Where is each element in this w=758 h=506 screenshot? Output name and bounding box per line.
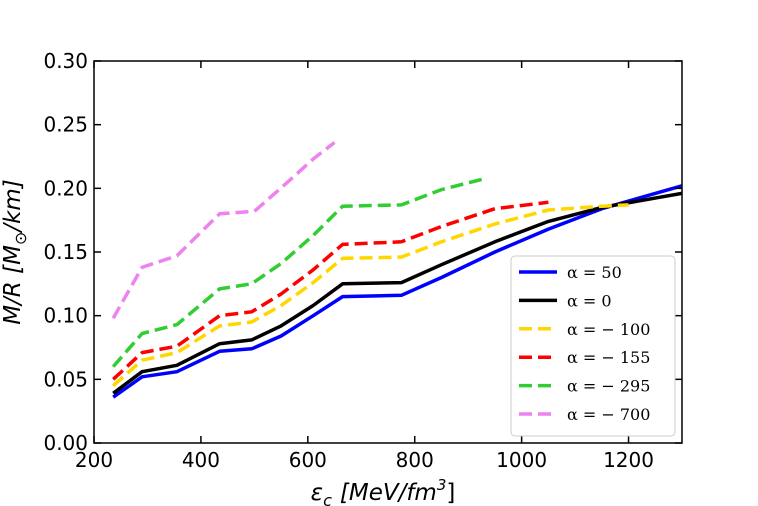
series-line [111, 176, 488, 368]
y-axis-title-sub: ⊙ [11, 232, 30, 245]
x-axis-title-unit: [MeV/fm [340, 480, 437, 506]
x-tick-label: 200 [75, 448, 113, 472]
y-axis: 0.00 0.05 0.10 0.15 0.20 0.25 0.30 [43, 49, 682, 455]
x-tick-label: 400 [182, 448, 220, 472]
legend-label: α = − 295 [567, 377, 650, 396]
legend-label: α = − 155 [567, 348, 650, 367]
y-tick-label: 0.00 [43, 431, 88, 455]
y-axis-title: M/R [M⊙/km] [0, 179, 30, 325]
x-tick-label: 1000 [496, 448, 547, 472]
legend-label: α = − 100 [567, 320, 650, 339]
y-tick-label: 0.30 [43, 49, 88, 73]
x-axis-title-close: ] [446, 480, 455, 506]
series-line [112, 191, 682, 395]
y-tick-label: 0.15 [43, 240, 88, 264]
series-line [112, 184, 682, 399]
x-axis-title-sub: c [323, 491, 332, 506]
y-axis-title-main: M/R [M [0, 245, 26, 325]
y-tick-label: 0.05 [43, 367, 88, 391]
legend-label: α = − 700 [567, 405, 650, 424]
x-axis-title-main: ε [311, 480, 323, 506]
y-axis-title-close: /km] [0, 179, 26, 233]
series-line [111, 141, 336, 320]
x-tick-label: 600 [289, 448, 327, 472]
legend-label: α = 50 [567, 263, 622, 282]
y-tick-label: 0.25 [43, 113, 88, 137]
x-tick-label: 1200 [603, 448, 654, 472]
y-tick-label: 0.20 [43, 176, 88, 200]
series-layer [111, 141, 682, 399]
y-tick-label: 0.10 [43, 304, 88, 328]
x-tick-label: 800 [396, 448, 434, 472]
x-axis-title: εc [MeV/fm3] [311, 476, 456, 506]
legend: α = 50 α = 0 α = − 100 α = − 155 α = − 295 α … [510, 255, 676, 437]
x-axis-title-sup: 3 [437, 476, 447, 494]
legend-label: α = 0 [567, 291, 612, 310]
x-axis: 200 400 600 800 1000 1200 [75, 61, 654, 472]
series-line [112, 200, 549, 381]
series-line [112, 203, 629, 388]
